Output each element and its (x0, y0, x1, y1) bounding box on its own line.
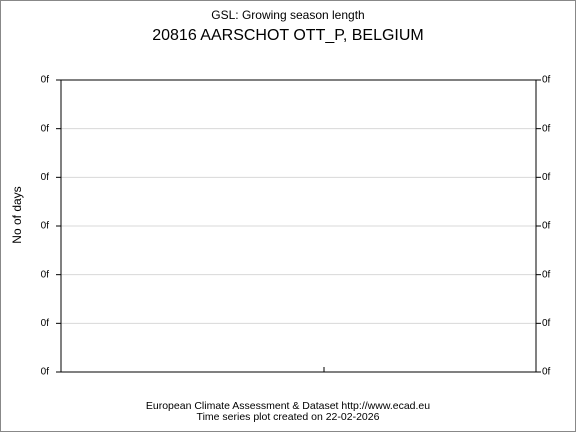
y-tick-label: 0f (41, 367, 50, 378)
y-tick-label: 0f (542, 221, 551, 232)
y-tick-label: 0f (542, 318, 551, 329)
chart-subtitle: 20816 AARSCHOT OTT_P, BELGIUM (152, 27, 424, 44)
footer-line: European Climate Assessment & Dataset ht… (146, 400, 430, 412)
y-tick-label: 0f (542, 75, 551, 86)
y-tick-label: 0f (41, 123, 50, 134)
plot-frame (60, 79, 537, 373)
y-tick-label: 0f (41, 269, 50, 280)
chart-title: GSL: Growing season length (211, 8, 364, 22)
y-tick-label: 0f (41, 75, 50, 86)
y-tick-label: 0f (41, 318, 50, 329)
y-tick-label: 0f (542, 123, 551, 134)
y-tick-label: 0f (41, 221, 50, 232)
y-tick-label: 0f (542, 269, 551, 280)
y-tick-label: 0f (41, 172, 50, 183)
footer-line: Time series plot created on 22-02-2026 (197, 411, 380, 423)
y-axis-label: No of days (10, 186, 24, 243)
y-tick-label: 0f (542, 367, 551, 378)
y-tick-label: 0f (542, 172, 551, 183)
